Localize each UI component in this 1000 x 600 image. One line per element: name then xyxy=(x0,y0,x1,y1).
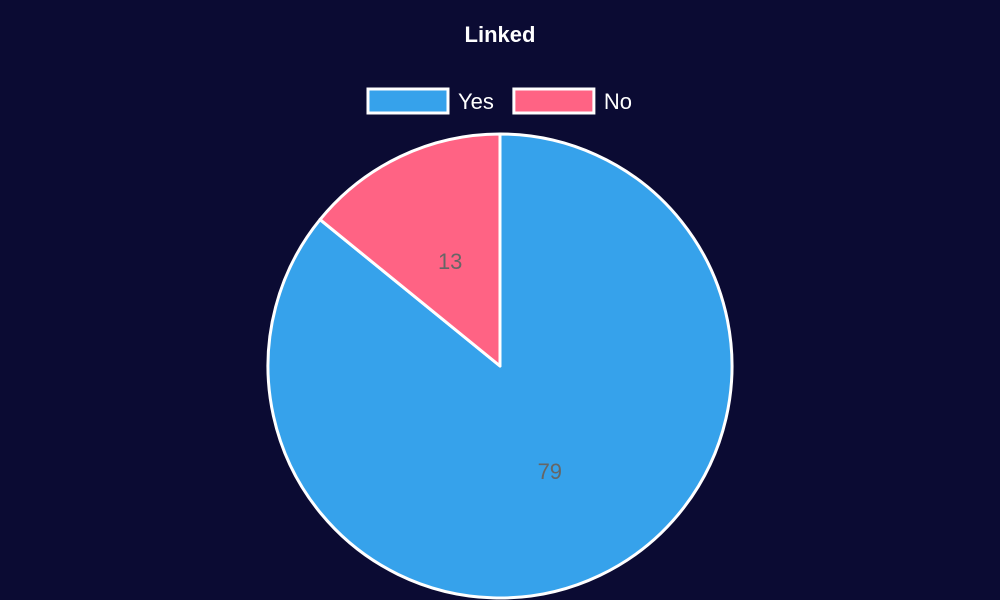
legend-swatch-yes xyxy=(366,87,450,115)
data-label-no: 13 xyxy=(438,249,462,274)
pie-slices xyxy=(266,132,734,600)
legend-swatch-no xyxy=(512,87,596,115)
chart-title: Linked xyxy=(465,22,536,47)
data-label-yes: 79 xyxy=(538,459,562,484)
legend-item-yes[interactable]: Yes xyxy=(366,87,494,115)
legend-label-no: No xyxy=(604,89,632,114)
data-labels: 79 13 xyxy=(438,249,562,484)
legend-item-no[interactable]: No xyxy=(512,87,632,115)
pie-slice-no[interactable] xyxy=(318,132,502,368)
legend-label-yes: Yes xyxy=(458,89,494,114)
legend: Yes No xyxy=(366,87,632,115)
